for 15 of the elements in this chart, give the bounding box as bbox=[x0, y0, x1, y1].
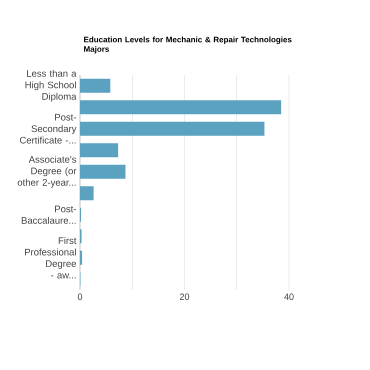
y-tick-label: Post-Secondary Certificate -... bbox=[20, 114, 76, 144]
y-tick-label: Associate's Degree (or other 2-year... bbox=[18, 156, 76, 188]
y-tick-label: Post-Baccalaure... bbox=[22, 206, 76, 224]
bar bbox=[80, 122, 264, 136]
x-tick-label: 40 bbox=[284, 294, 294, 300]
y-tick-label: First Professional Degree - aw... bbox=[24, 237, 76, 278]
x-tick-label: 0 bbox=[78, 294, 82, 300]
bar bbox=[80, 78, 110, 93]
bar bbox=[80, 164, 126, 179]
bar bbox=[80, 100, 282, 114]
bar bbox=[80, 186, 94, 200]
y-tick-label: Less than a High School Diploma bbox=[26, 70, 76, 102]
x-tick-label: 20 bbox=[180, 294, 190, 300]
chart-title: Education Levels for Mechanic & Repair Technologies Majors bbox=[84, 36, 292, 54]
bar bbox=[80, 143, 118, 158]
